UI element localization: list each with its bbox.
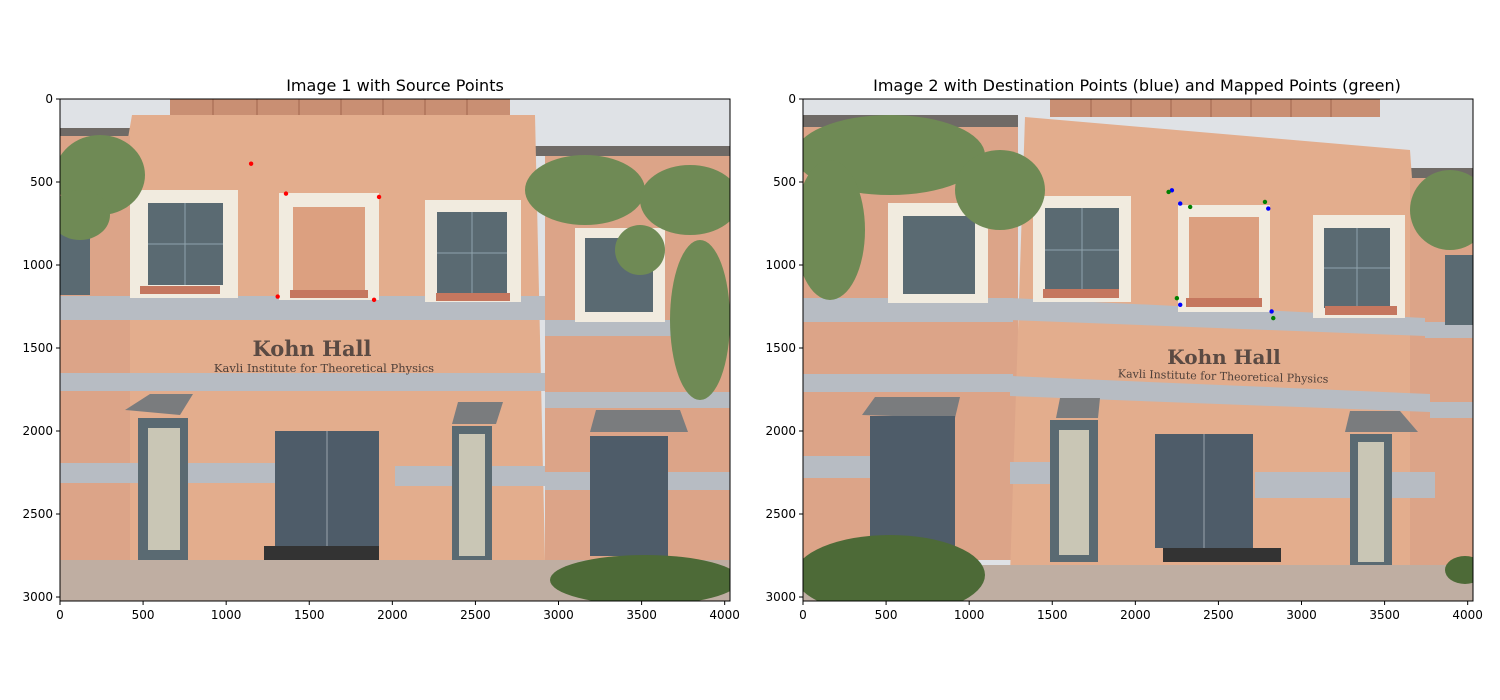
left-x-tick-label: 2500 [460,608,491,622]
destination-point [1178,302,1183,308]
right-y-tick-label: 1500 [765,341,796,355]
right-x-tick-label: 0 [799,608,807,622]
left-y-tick-label: 2500 [22,507,53,521]
left-x-tick-label: 3000 [543,608,574,622]
source-point [275,294,280,299]
right-sign-subtitle: Kavli Institute for Theoretical Physics [1118,367,1329,386]
source-point [283,191,289,196]
left-y-tick-label: 1000 [22,258,53,272]
right-x-tick-label: 1000 [954,608,985,622]
mapped-point [1262,199,1268,205]
right-point-layer [1166,188,1276,321]
destination-point [1269,309,1274,314]
left-x-tick-label: 1000 [211,608,242,622]
left-x-tick-label: 500 [132,608,155,622]
left-y-tick-label: 2000 [22,424,53,438]
left-x-tick-label: 0 [56,608,64,622]
left-y-tick-label: 1500 [22,341,53,355]
left-sign-title: Kohn Hall [252,336,371,361]
right-sign-title: Kohn Hall [1167,345,1281,369]
left-point-layer [248,161,382,303]
right-x-tick-label: 3000 [1286,608,1317,622]
source-point [248,161,254,166]
right-axis-ticks: 0 500 1000 1500 2000 2500 3000 3500 4000 0 500 1000… [765,92,1483,622]
right-panel-title: Image 2 with Destination Points (blue) a… [873,76,1401,95]
right-x-tick-label: 3500 [1369,608,1400,622]
destination-point [1266,206,1271,211]
mapped-point [1174,296,1180,301]
left-y-tick-label: 3000 [22,590,53,604]
mapped-point [1271,315,1276,321]
right-axes-frame [802,98,1474,602]
source-point [371,297,377,303]
mapped-point [1187,204,1193,210]
left-x-tick-label: 4000 [709,608,740,622]
mapped-point [1166,189,1171,195]
right-y-tick-label: 500 [773,175,796,189]
right-building-photo: Kohn Hall Kavli Institute for Theoretica… [803,99,1473,601]
right-y-tick-label: 2500 [765,507,796,521]
left-building-photo: Kohn Hall Kavli Institute for Theoretica… [60,99,730,601]
right-y-tick-label: 3000 [765,590,796,604]
left-y-tick-label: 500 [30,175,53,189]
right-x-tick-label: 2500 [1203,608,1234,622]
left-sign-subtitle: Kavli Institute for Theoretical Physics [214,361,434,375]
right-x-tick-label: 2000 [1120,608,1151,622]
right-x-tick-label: 500 [875,608,898,622]
left-x-tick-label: 3500 [626,608,657,622]
right-x-tick-label: 1500 [1037,608,1068,622]
left-axis-ticks: 0 500 1000 1500 2000 2500 3000 3500 4000 0 500 1000… [22,92,740,622]
source-point [376,194,382,200]
right-x-tick-label: 4000 [1452,608,1483,622]
destination-point [1169,188,1175,193]
right-y-tick-label: 1000 [765,258,796,272]
right-y-tick-label: 0 [788,92,796,106]
left-axes-frame [59,98,731,602]
left-y-tick-label: 0 [45,92,53,106]
left-x-tick-label: 2000 [377,608,408,622]
right-y-tick-label: 2000 [765,424,796,438]
left-x-tick-label: 1500 [294,608,325,622]
destination-point [1178,201,1183,206]
left-panel-title: Image 1 with Source Points [286,76,504,95]
